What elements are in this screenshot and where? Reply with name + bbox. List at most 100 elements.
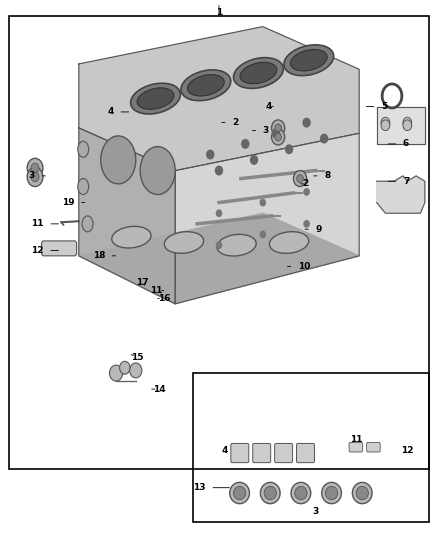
Text: 9: 9 [315,225,322,233]
Ellipse shape [264,486,276,500]
Text: 3: 3 [263,126,269,135]
Circle shape [304,189,309,195]
Ellipse shape [233,486,246,500]
FancyBboxPatch shape [275,443,293,463]
FancyBboxPatch shape [231,443,249,463]
Circle shape [207,150,214,159]
FancyBboxPatch shape [297,443,314,463]
Text: 4: 4 [107,108,114,116]
Ellipse shape [290,50,327,71]
Circle shape [272,120,285,136]
Text: 14: 14 [153,385,166,393]
Ellipse shape [112,227,151,248]
Ellipse shape [230,482,250,504]
Text: 12: 12 [401,446,413,455]
Text: 3: 3 [312,507,318,516]
Circle shape [130,363,142,378]
Circle shape [275,133,281,141]
Circle shape [272,129,285,145]
Text: 16: 16 [158,294,170,303]
Circle shape [275,124,281,132]
Ellipse shape [269,232,309,253]
Ellipse shape [240,62,277,84]
Circle shape [321,134,328,143]
Circle shape [31,172,39,182]
Ellipse shape [356,486,368,500]
Ellipse shape [78,141,88,157]
Ellipse shape [295,486,307,500]
Ellipse shape [131,83,180,114]
Ellipse shape [140,147,175,195]
Circle shape [304,221,309,227]
Circle shape [27,167,43,187]
Circle shape [286,145,293,154]
Ellipse shape [164,232,204,253]
Polygon shape [175,133,359,304]
FancyBboxPatch shape [349,442,363,452]
Text: 13: 13 [193,483,206,492]
Text: 12: 12 [31,246,44,255]
Text: 2: 2 [232,118,238,127]
Text: 10: 10 [298,262,310,271]
Ellipse shape [284,45,334,76]
Ellipse shape [187,75,224,96]
FancyBboxPatch shape [253,443,271,463]
Text: 11: 11 [31,220,44,228]
Polygon shape [79,213,359,304]
Text: 18: 18 [92,252,105,260]
Circle shape [403,117,412,128]
Text: 3: 3 [29,172,35,180]
Circle shape [260,199,265,206]
Text: 11: 11 [350,435,363,444]
Text: 6: 6 [403,140,409,148]
Text: 4: 4 [221,446,228,455]
Ellipse shape [137,88,174,109]
Ellipse shape [78,179,88,195]
Circle shape [381,117,390,128]
Circle shape [120,361,130,374]
Ellipse shape [101,136,136,184]
Text: 19: 19 [62,198,74,207]
Ellipse shape [181,70,231,101]
Bar [193,373,429,522]
Circle shape [272,129,279,138]
Circle shape [293,171,307,187]
FancyBboxPatch shape [42,241,77,256]
Circle shape [242,140,249,148]
Ellipse shape [260,482,280,504]
Circle shape [27,158,43,177]
Ellipse shape [233,58,283,88]
Ellipse shape [217,235,256,256]
Ellipse shape [291,482,311,504]
Ellipse shape [82,216,93,232]
Text: 17: 17 [136,278,148,287]
Text: 11: 11 [149,286,162,295]
Bar [9,16,429,469]
Text: 8: 8 [324,172,330,180]
Circle shape [381,120,390,131]
Circle shape [403,120,412,131]
Text: 1: 1 [216,8,222,17]
Circle shape [303,118,310,127]
Circle shape [251,156,258,164]
Text: 4: 4 [265,102,272,111]
Circle shape [110,365,123,381]
Ellipse shape [352,482,372,504]
Polygon shape [79,27,359,171]
Text: 15: 15 [131,353,144,361]
Circle shape [215,166,223,175]
Text: 5: 5 [381,102,387,111]
Polygon shape [377,107,425,144]
Ellipse shape [321,482,342,504]
Polygon shape [377,176,425,213]
Circle shape [216,242,222,248]
Text: 2: 2 [302,180,308,188]
Polygon shape [79,128,175,304]
FancyBboxPatch shape [367,442,380,452]
Circle shape [31,163,39,173]
Circle shape [260,231,265,238]
Ellipse shape [325,486,338,500]
Circle shape [297,175,304,182]
Text: 7: 7 [403,177,410,185]
Circle shape [216,210,222,216]
